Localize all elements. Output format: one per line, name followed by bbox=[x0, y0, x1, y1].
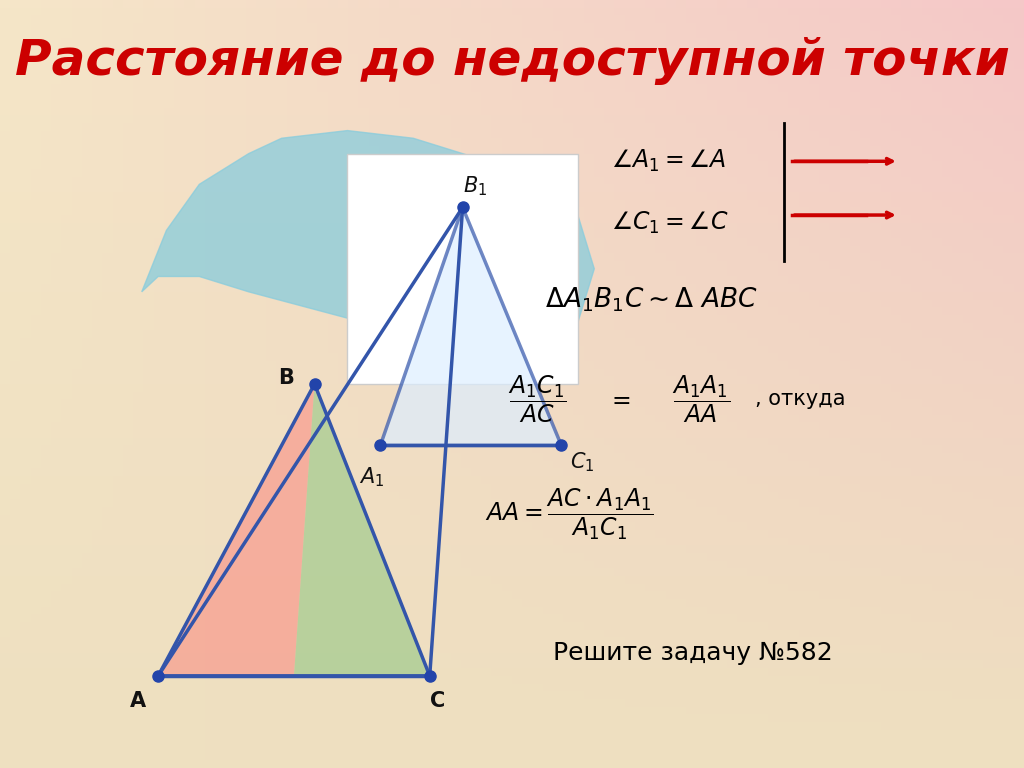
Text: $C_1$: $C_1$ bbox=[569, 451, 594, 474]
Text: $B_1$: $B_1$ bbox=[463, 174, 487, 197]
FancyBboxPatch shape bbox=[347, 154, 578, 384]
Text: $\dfrac{A_1A_1}{AA}$: $\dfrac{A_1A_1}{AA}$ bbox=[672, 373, 730, 425]
Text: Решите задачу №582: Решите задачу №582 bbox=[553, 641, 833, 665]
Polygon shape bbox=[158, 384, 314, 676]
Polygon shape bbox=[294, 384, 430, 676]
Text: $\angle A_1 = \angle A$: $\angle A_1 = \angle A$ bbox=[610, 148, 726, 174]
Text: $\Delta A_1B_1C\sim\Delta\ ABC$: $\Delta A_1B_1C\sim\Delta\ ABC$ bbox=[546, 285, 759, 314]
Text: $=$: $=$ bbox=[607, 387, 631, 412]
Text: A: A bbox=[130, 690, 145, 710]
Text: C: C bbox=[430, 690, 445, 710]
Text: B: B bbox=[278, 368, 294, 388]
Text: $AA = \dfrac{AC \cdot A_1A_1}{A_1C_1}$: $AA = \dfrac{AC \cdot A_1A_1}{A_1C_1}$ bbox=[485, 487, 654, 542]
Text: $A_1$: $A_1$ bbox=[359, 466, 385, 489]
Polygon shape bbox=[141, 131, 594, 384]
Text: $\dfrac{A_1C_1}{AC}$: $\dfrac{A_1C_1}{AC}$ bbox=[508, 373, 566, 425]
Text: $\angle C_1 = \angle C$: $\angle C_1 = \angle C$ bbox=[610, 210, 728, 236]
Text: Расстояние до недоступной точки: Расстояние до недоступной точки bbox=[14, 38, 1010, 85]
Polygon shape bbox=[380, 207, 561, 445]
Text: , откуда: , откуда bbox=[755, 389, 845, 409]
